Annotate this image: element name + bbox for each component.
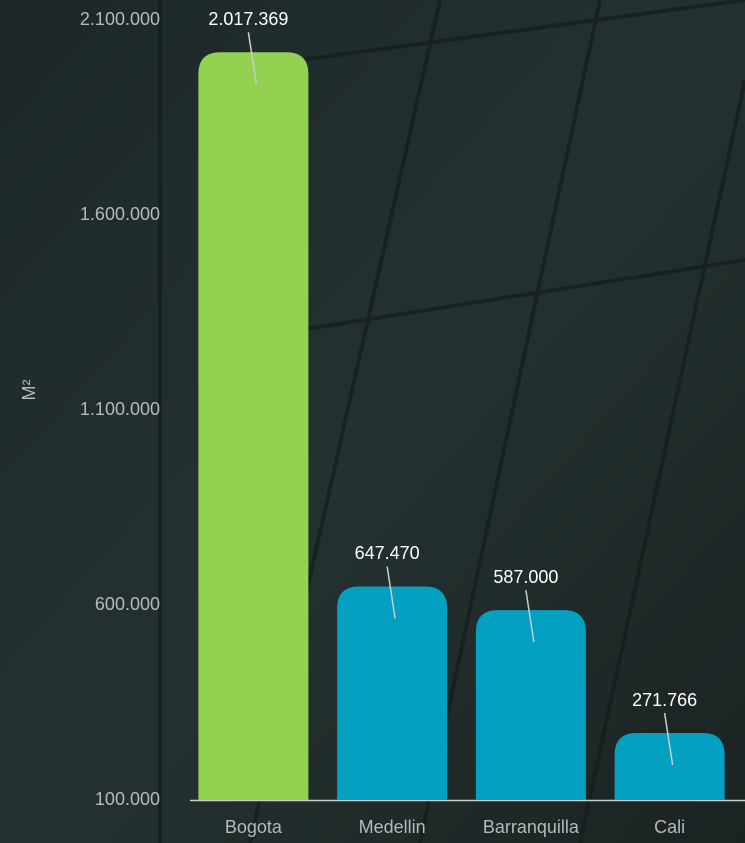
y-tick-label: 1.600.000 — [80, 204, 160, 224]
value-label: 587.000 — [493, 567, 558, 587]
y-axis-label: M² — [19, 380, 39, 401]
bar — [337, 586, 448, 800]
leader-line — [525, 589, 535, 643]
bar — [614, 733, 725, 800]
y-tick-label: 2.100.000 — [80, 9, 160, 29]
leader-line — [247, 32, 258, 85]
y-tick-label: 600.000 — [95, 594, 160, 614]
bar — [198, 52, 309, 801]
leader-line — [663, 712, 674, 766]
bar — [475, 610, 586, 800]
y-tick-label: 100.000 — [95, 789, 160, 809]
leader-line — [386, 566, 396, 619]
x-tick-label: Barranquilla — [483, 817, 580, 837]
value-label: 647.470 — [355, 543, 420, 563]
x-tick-label: Bogota — [225, 817, 283, 837]
x-tick-label: Cali — [654, 817, 685, 837]
value-label: 2.017.369 — [208, 9, 288, 29]
x-tick-label: Medellin — [359, 817, 426, 837]
y-tick-label: 1.100.000 — [80, 399, 160, 419]
value-label: 271.766 — [632, 690, 697, 710]
